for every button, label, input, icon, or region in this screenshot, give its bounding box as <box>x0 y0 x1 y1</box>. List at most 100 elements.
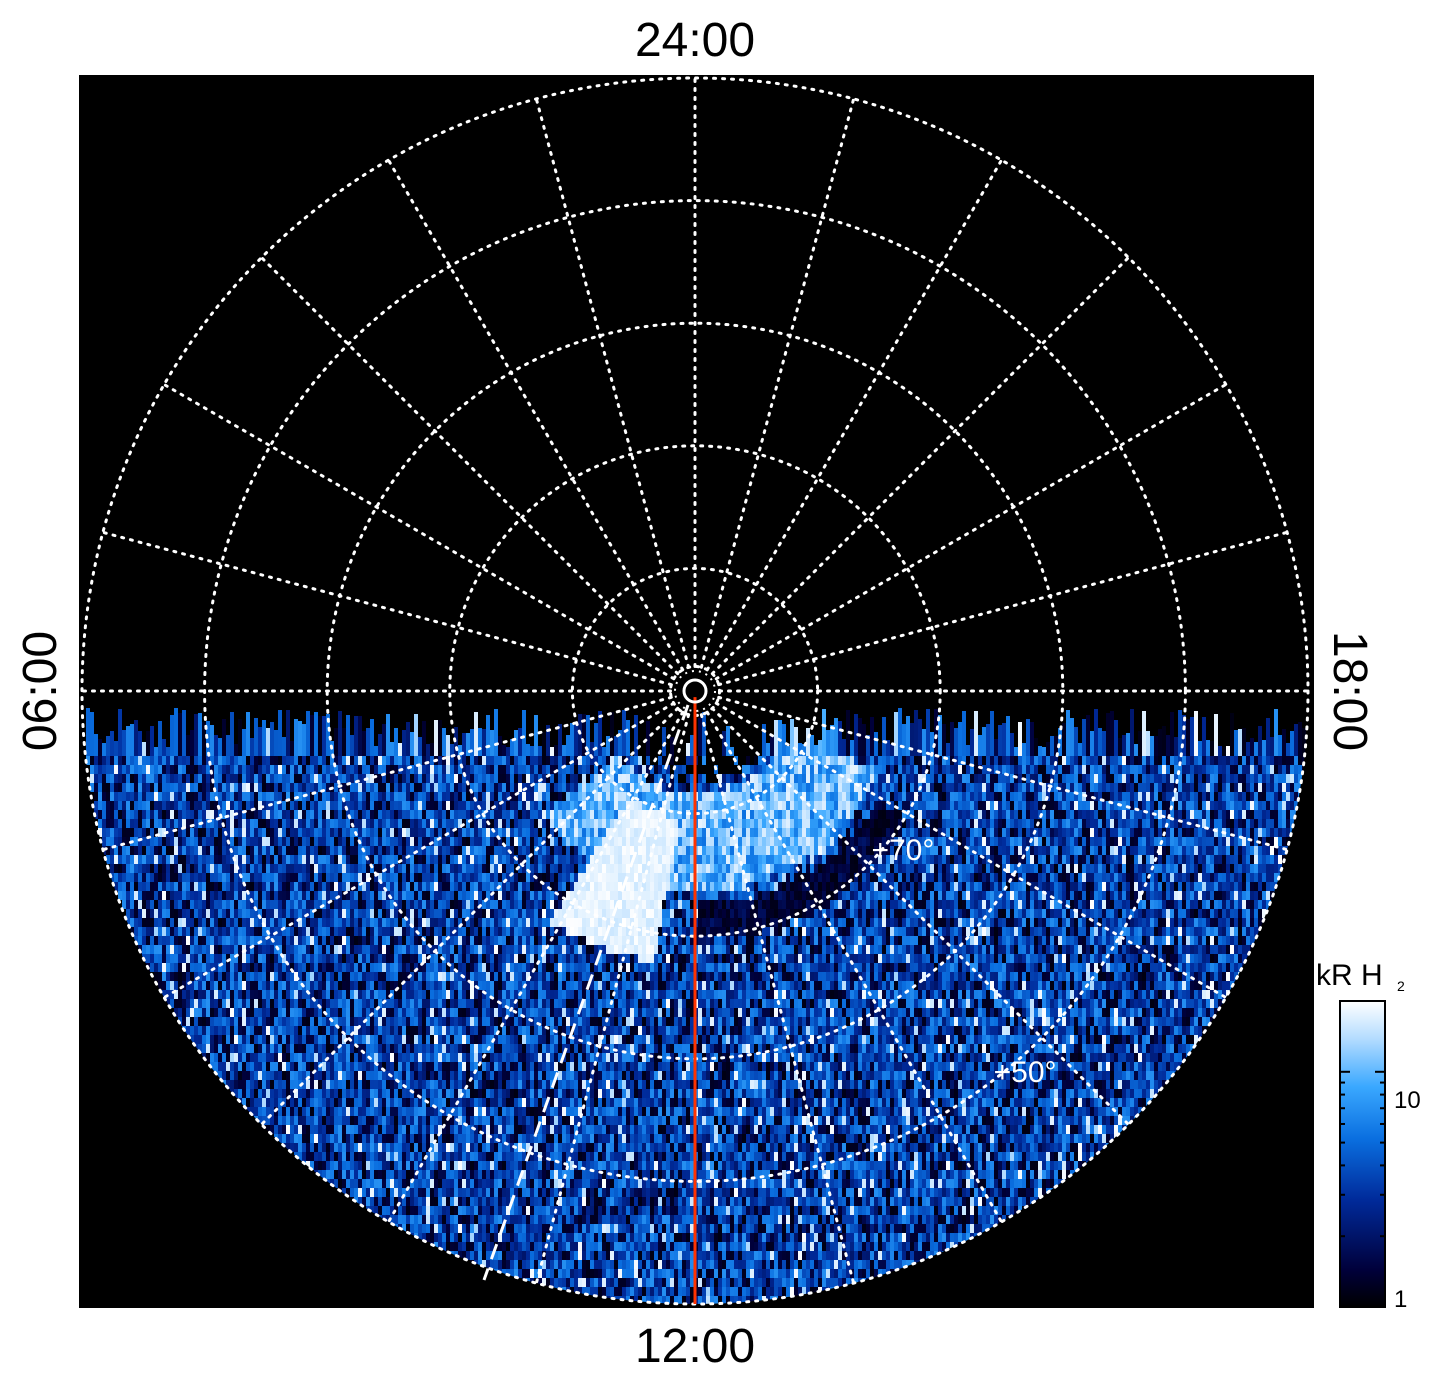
emission-cell <box>918 846 922 855</box>
emission-cell <box>1158 756 1162 765</box>
emission-cell <box>338 711 342 756</box>
emission-cell <box>474 828 478 837</box>
emission-cell <box>606 783 610 792</box>
emission-cell <box>586 783 590 792</box>
emission-cell <box>342 828 346 837</box>
emission-cell <box>554 882 558 891</box>
emission-cell <box>986 891 990 900</box>
emission-cell <box>1138 846 1142 855</box>
emission-cell <box>250 783 254 792</box>
emission-cell <box>1262 801 1266 810</box>
emission-cell <box>966 855 970 864</box>
emission-cell <box>946 828 950 837</box>
emission-cell <box>130 792 134 801</box>
emission-cell <box>1170 873 1174 882</box>
emission-cell <box>474 882 478 891</box>
emission-cell <box>1194 819 1198 828</box>
emission-cell <box>346 792 350 801</box>
emission-cell <box>1266 855 1270 864</box>
emission-cell <box>886 756 890 765</box>
emission-cell <box>142 810 146 819</box>
emission-cell <box>1182 882 1186 891</box>
emission-cell <box>606 882 610 891</box>
emission-cell <box>90 756 94 765</box>
emission-cell <box>582 810 586 819</box>
emission-cell <box>590 891 594 900</box>
emission-cell <box>234 756 238 765</box>
emission-cell <box>766 846 770 855</box>
emission-cell <box>178 713 182 756</box>
emission-cell <box>846 819 850 828</box>
emission-cell <box>882 717 886 756</box>
emission-cell <box>1270 756 1274 765</box>
emission-cell <box>290 801 294 810</box>
emission-cell <box>882 891 886 900</box>
emission-cell <box>258 855 262 864</box>
emission-cell <box>370 855 374 864</box>
emission-cell <box>218 837 222 846</box>
emission-cell <box>1134 783 1138 792</box>
emission-cell <box>162 783 166 792</box>
emission-cell <box>506 756 510 765</box>
emission-cell <box>618 810 622 819</box>
emission-cell <box>1270 828 1274 837</box>
emission-cell <box>738 864 742 873</box>
emission-cell <box>286 882 290 891</box>
emission-cell <box>782 792 786 801</box>
emission-cell <box>822 756 826 765</box>
emission-cell <box>250 810 254 819</box>
emission-cell <box>1130 882 1134 891</box>
emission-cell <box>278 710 282 756</box>
emission-cell <box>826 828 830 837</box>
emission-cell <box>230 828 234 837</box>
emission-cell <box>1290 792 1294 801</box>
emission-cell <box>450 783 454 792</box>
emission-cell <box>1038 746 1042 756</box>
emission-cell <box>574 828 578 837</box>
emission-cell <box>1074 783 1078 792</box>
emission-cell <box>766 743 770 756</box>
emission-cell <box>138 792 142 801</box>
emission-cell <box>106 855 110 864</box>
emission-cell <box>1046 742 1050 756</box>
emission-cell <box>1022 882 1026 891</box>
emission-cell <box>1266 828 1270 837</box>
emission-cell <box>950 774 954 783</box>
emission-cell <box>362 731 366 756</box>
emission-cell <box>770 756 774 765</box>
emission-cell <box>938 855 942 864</box>
emission-cell <box>530 891 534 900</box>
emission-cell <box>854 837 858 846</box>
emission-cell <box>370 792 374 801</box>
emission-cell <box>414 864 418 873</box>
emission-cell <box>878 837 882 846</box>
emission-cell <box>634 891 638 900</box>
emission-cell <box>706 864 710 873</box>
emission-cell <box>110 810 114 819</box>
emission-cell <box>506 747 510 756</box>
emission-cell <box>654 882 658 891</box>
emission-cell <box>1222 882 1226 891</box>
emission-cell <box>918 765 922 774</box>
emission-cell <box>318 801 322 810</box>
emission-cell <box>602 783 606 792</box>
emission-cell <box>562 810 566 819</box>
emission-cell <box>178 792 182 801</box>
emission-cell <box>938 756 942 765</box>
emission-cell <box>430 756 434 765</box>
emission-cell <box>1078 765 1082 774</box>
emission-cell <box>602 846 606 855</box>
emission-cell <box>1154 882 1158 891</box>
emission-cell <box>582 756 586 765</box>
emission-cell <box>538 756 542 765</box>
emission-cell <box>1202 801 1206 810</box>
emission-cell <box>1094 765 1098 774</box>
emission-cell <box>674 873 678 882</box>
emission-cell <box>1130 819 1134 828</box>
emission-cell <box>1114 756 1118 765</box>
emission-cell <box>226 819 230 828</box>
emission-cell <box>482 756 486 765</box>
emission-cell <box>398 774 402 783</box>
emission-cell <box>330 765 334 774</box>
emission-cell <box>906 846 910 855</box>
